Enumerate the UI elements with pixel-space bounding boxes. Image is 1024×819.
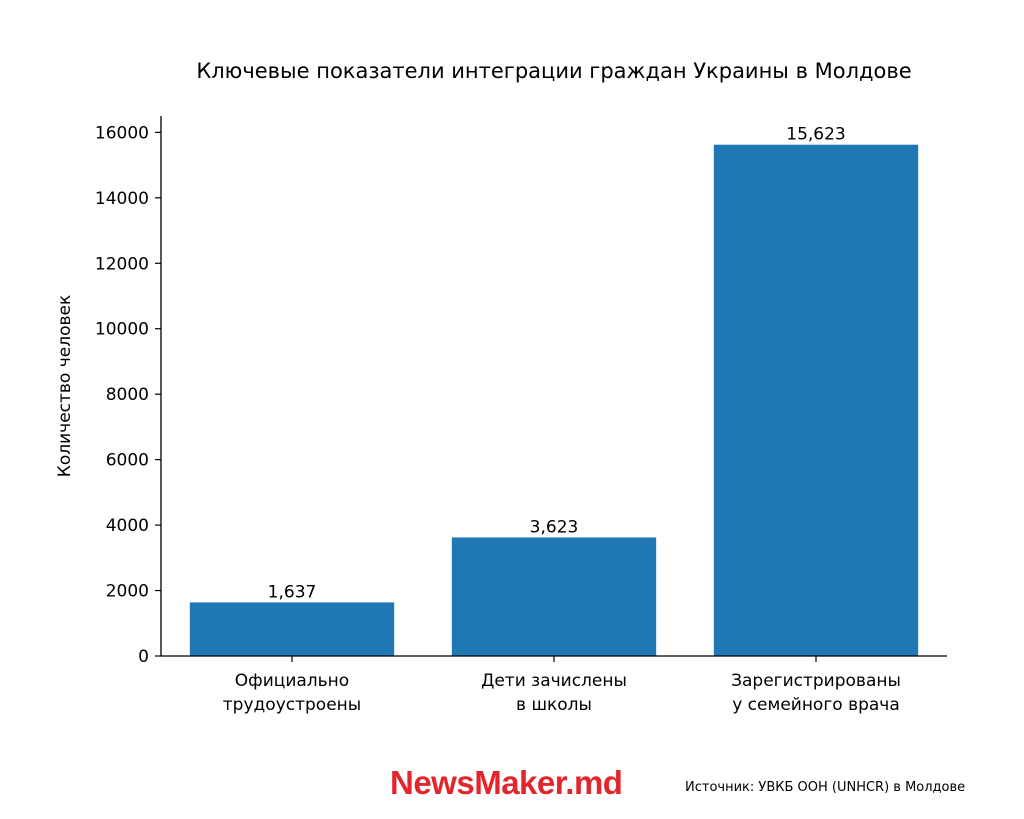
bar-chart: Ключевые показатели интеграции граждан У…: [55, 59, 947, 715]
y-tick-label-16000: 16000: [95, 123, 149, 143]
y-tick-label-12000: 12000: [95, 254, 149, 274]
y-axis-label: Количество человек: [55, 295, 75, 477]
x-tick-label-3-line-2: у семейного врача: [732, 695, 900, 715]
bar-value-label-3: 15,623: [786, 125, 845, 145]
y-tick-label-2000: 2000: [106, 582, 149, 602]
chart-title: Ключевые показатели интеграции граждан У…: [196, 59, 911, 83]
data-labels: 1,637 3,623 15,623: [268, 125, 846, 603]
bar-1: [189, 602, 395, 656]
newsmaker-logo: NewsMaker.md: [390, 764, 623, 801]
x-tick-label-2-line-2: в школы: [516, 695, 592, 715]
y-tick-label-4000: 4000: [106, 516, 149, 536]
y-tick-label-0: 0: [138, 647, 149, 667]
bar-3: [713, 144, 919, 656]
source-note: Источник: УВКБ ООН (UNHCR) в Молдове: [685, 780, 966, 795]
bar-value-label-1: 1,637: [268, 582, 317, 602]
x-tick-label-1-line-1: Официально: [235, 671, 349, 691]
x-tick-label-1-line-2: трудоустроены: [223, 695, 361, 715]
y-ticks: 0 2000 4000 6000 8000 10000 12000 14000 16000: [95, 123, 161, 667]
bar-2: [451, 537, 657, 656]
x-tick-label-3-line-1: Зарегистрированы: [731, 671, 901, 691]
x-tick-label-2-line-1: Дети зачислены: [481, 671, 627, 691]
y-tick-label-8000: 8000: [106, 385, 149, 405]
y-tick-label-14000: 14000: [95, 189, 149, 209]
y-tick-label-10000: 10000: [95, 320, 149, 340]
bars-layer: [189, 144, 919, 656]
y-tick-label-6000: 6000: [106, 451, 149, 471]
x-ticks: Официально трудоустроены Дети зачислены в ш…: [223, 656, 901, 715]
bar-value-label-2: 3,623: [530, 517, 579, 537]
